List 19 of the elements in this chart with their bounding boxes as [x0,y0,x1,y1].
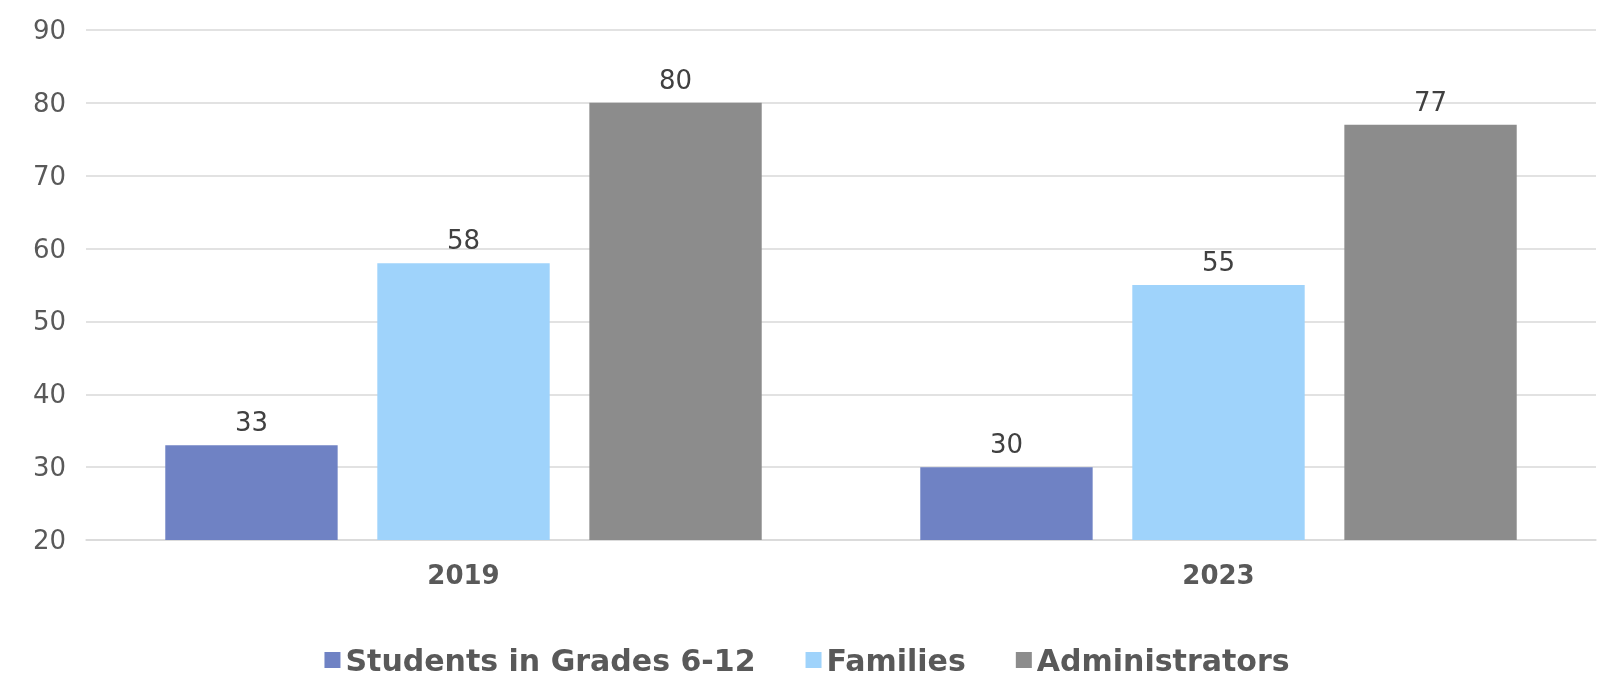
y-tick-label: 90 [32,15,66,45]
data-label: 77 [1413,86,1448,117]
data-label: 33 [234,407,269,438]
data-label: 55 [1201,247,1236,277]
x-tick-label: 2023 [1182,560,1255,590]
legend-label: Families [826,642,966,678]
legend-label: Students in Grades 6-12 [345,642,756,678]
y-tick-label: 80 [32,87,66,118]
data-label: 58 [446,225,481,256]
data-label: 80 [658,64,693,95]
legend-label: Administrators [1036,642,1290,678]
y-tick-label: 40 [32,379,66,410]
x-tick-label: 2019 [427,560,500,590]
y-tick-label: 60 [32,233,66,264]
data-label: 30 [989,429,1024,460]
y-tick-label: 30 [32,452,66,483]
y-tick-label: 50 [32,306,66,337]
y-tick-label: 20 [32,525,66,555]
y-tick-label: 70 [32,160,66,191]
